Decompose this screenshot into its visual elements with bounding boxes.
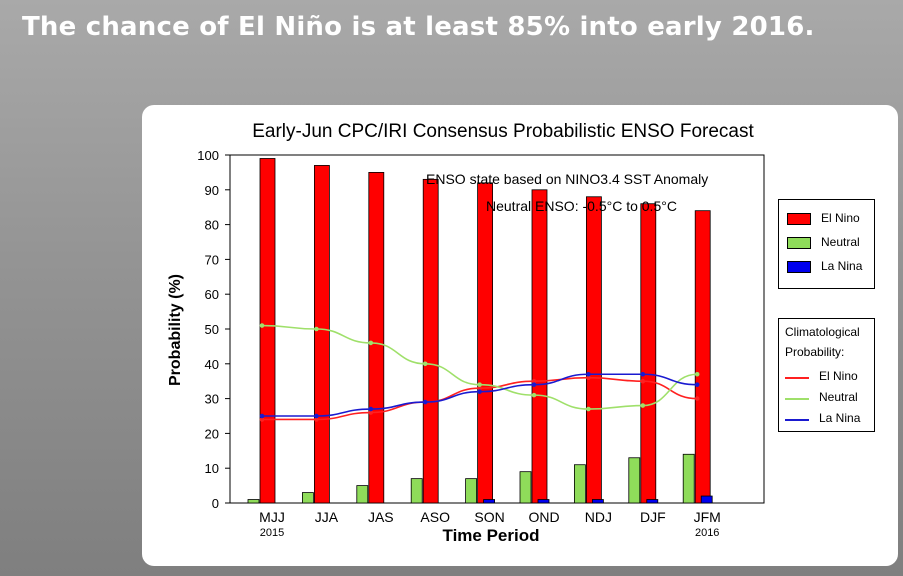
bar-neutral-mjj bbox=[247, 499, 260, 504]
y-tick-label-90: 90 bbox=[205, 183, 219, 198]
annotation-enso-state: ENSO state based on NINO3.4 SST Anomaly bbox=[426, 171, 708, 187]
bar-el-nino-jja bbox=[313, 165, 330, 504]
bar-la-nina-ond bbox=[537, 499, 550, 504]
climatology-point-la-nina-mjj bbox=[259, 413, 265, 419]
climatology-title-line1: Climatological bbox=[785, 325, 860, 339]
climatology-point-el-nino-jja bbox=[314, 417, 319, 422]
y-tick-label-100: 100 bbox=[197, 148, 219, 163]
climatology-point-la-nina-jfm bbox=[694, 382, 700, 387]
y-tick-label-20: 20 bbox=[205, 426, 219, 441]
forecast-legend: El Nino Neutral La Nina bbox=[778, 199, 875, 289]
climatology-point-el-nino-ndj bbox=[586, 375, 591, 381]
climatology-point-el-nino-mjj bbox=[259, 417, 265, 422]
x-tick-label-aso: ASO bbox=[420, 509, 450, 525]
climatology-title-line2: Probability: bbox=[785, 345, 845, 359]
bar-el-nino-djf bbox=[640, 203, 657, 504]
legend-label-la-nina: La Nina bbox=[821, 259, 863, 273]
climatology-point-neutral-djf bbox=[640, 403, 646, 408]
bar-el-nino-son bbox=[477, 182, 494, 504]
climatology-point-la-nina-aso bbox=[422, 399, 428, 405]
bar-el-nino-ndj bbox=[585, 196, 602, 504]
climatology-point-neutral-aso bbox=[422, 361, 428, 367]
climatology-point-la-nina-ndj bbox=[586, 371, 591, 377]
climatology-point-la-nina-son bbox=[477, 389, 482, 394]
climatology-point-el-nino-ond bbox=[531, 378, 537, 384]
bar-la-nina-ndj bbox=[591, 499, 604, 504]
bar-el-nino-aso bbox=[422, 178, 439, 504]
climatology-label-la-nina: La Nina bbox=[819, 411, 861, 425]
climatology-point-neutral-mjj bbox=[259, 323, 265, 328]
bar-la-nina-jfm bbox=[700, 495, 713, 504]
climatology-line-el-nino bbox=[785, 377, 809, 379]
climatology-point-neutral-ond bbox=[531, 392, 537, 398]
enso-forecast-chart: Early-Jun CPC/IRI Consensus Probabilisti… bbox=[167, 121, 765, 545]
climatology-point-el-nino-jfm bbox=[694, 396, 700, 401]
climatology-line-la-nina bbox=[785, 419, 809, 421]
climatology-point-el-nino-jas bbox=[368, 410, 374, 415]
legend-label-el-nino: El Nino bbox=[821, 211, 860, 225]
bar-el-nino-ond bbox=[531, 189, 548, 504]
bar-el-nino-mjj bbox=[259, 158, 276, 504]
x-tick-label-ond: OND bbox=[528, 509, 559, 525]
x-year-label-2015: 2015 bbox=[260, 527, 284, 539]
y-axis-label: Probability (%) bbox=[167, 274, 184, 386]
legend-label-neutral: Neutral bbox=[821, 235, 860, 249]
climatology-point-la-nina-jas bbox=[368, 406, 374, 412]
bar-neutral-son bbox=[465, 478, 478, 504]
bar-neutral-aso bbox=[410, 478, 423, 504]
climatology-point-la-nina-ond bbox=[531, 382, 537, 387]
climatology-legend: Climatological Probability: El Nino Neut… bbox=[778, 318, 875, 432]
bar-la-nina-djf bbox=[646, 499, 659, 504]
y-tick-label-10: 10 bbox=[205, 461, 219, 476]
chart-title: Early-Jun CPC/IRI Consensus Probabilisti… bbox=[252, 121, 754, 142]
climatology-point-el-nino-son bbox=[477, 385, 482, 391]
bar-neutral-jfm bbox=[682, 453, 695, 504]
climatology-point-neutral-ndj bbox=[586, 406, 591, 412]
legend-swatch-la-nina bbox=[787, 261, 811, 273]
x-axis-label: Time Period bbox=[443, 526, 540, 545]
climatology-point-el-nino-djf bbox=[640, 378, 646, 384]
bar-neutral-jas bbox=[356, 485, 369, 504]
y-tick-label-30: 30 bbox=[205, 392, 219, 407]
headline: The chance of El Niño is at least 85% in… bbox=[22, 12, 815, 42]
bar-neutral-ond bbox=[519, 471, 532, 504]
climatology-line-neutral bbox=[785, 398, 809, 400]
x-tick-label-jja: JJA bbox=[315, 509, 339, 525]
climatology-point-neutral-jfm bbox=[694, 371, 700, 377]
climatology-point-neutral-jas bbox=[368, 340, 374, 346]
legend-swatch-el-nino bbox=[787, 213, 811, 225]
bar-neutral-jja bbox=[301, 492, 314, 504]
climatology-label-neutral: Neutral bbox=[819, 390, 858, 404]
x-tick-label-jfm: JFM bbox=[694, 509, 721, 525]
x-tick-label-jas: JAS bbox=[368, 509, 394, 525]
bar-neutral-djf bbox=[628, 457, 641, 504]
x-year-label-2016: 2016 bbox=[695, 527, 719, 539]
climatology-point-la-nina-djf bbox=[640, 371, 646, 377]
x-tick-label-son: SON bbox=[474, 509, 504, 525]
annotation-neutral-range: Neutral ENSO: -0.5°C to 0.5°C bbox=[486, 198, 677, 214]
climatology-point-neutral-son bbox=[477, 382, 482, 387]
bar-la-nina-son bbox=[483, 499, 496, 504]
x-tick-label-mjj: MJJ bbox=[259, 509, 285, 525]
y-tick-label-0: 0 bbox=[212, 496, 219, 511]
climatology-point-neutral-jja bbox=[314, 326, 319, 332]
legend-swatch-neutral bbox=[787, 237, 811, 249]
climatology-point-la-nina-jja bbox=[314, 413, 319, 419]
chart-card: Early-Jun CPC/IRI Consensus Probabilisti… bbox=[142, 105, 898, 566]
x-tick-label-ndj: NDJ bbox=[585, 509, 612, 525]
bar-el-nino-jfm bbox=[694, 210, 711, 504]
y-tick-label-80: 80 bbox=[205, 218, 219, 233]
y-tick-label-70: 70 bbox=[205, 252, 219, 267]
y-tick-label-60: 60 bbox=[205, 287, 219, 302]
bar-neutral-ndj bbox=[573, 464, 586, 504]
y-tick-label-40: 40 bbox=[205, 357, 219, 372]
bar-el-nino-jas bbox=[368, 172, 385, 504]
climatology-label-el-nino: El Nino bbox=[819, 369, 858, 383]
x-tick-label-djf: DJF bbox=[640, 509, 666, 525]
y-tick-label-50: 50 bbox=[205, 322, 219, 337]
